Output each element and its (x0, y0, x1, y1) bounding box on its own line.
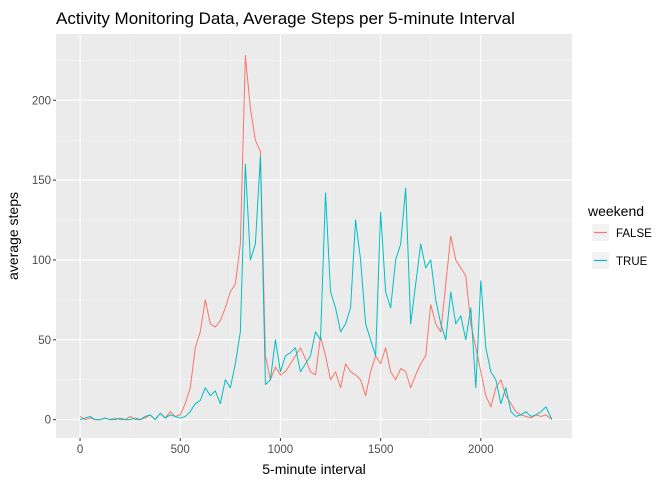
legend: weekend FALSE TRUE (587, 203, 652, 269)
x-axis: 0 500 1000 1500 2000 (77, 438, 494, 456)
y-tick-label: 100 (32, 255, 51, 267)
x-tick-label: 1000 (268, 444, 294, 456)
series-line-true (79, 155, 553, 421)
y-tick-label: 0 (45, 415, 51, 427)
y-axis-title: average steps (5, 192, 21, 280)
legend-title: weekend (587, 203, 644, 219)
grid (56, 34, 572, 438)
plot-panel (56, 34, 572, 438)
y-tick-label: 150 (32, 175, 51, 187)
y-tick-label: 50 (38, 335, 51, 347)
x-tick-label: 2000 (468, 444, 494, 456)
chart-title: Activity Monitoring Data, Average Steps … (56, 9, 515, 28)
x-tick-label: 500 (171, 444, 190, 456)
y-tick-label: 200 (32, 95, 51, 107)
series-layer (79, 55, 553, 421)
y-axis: 0 50 100 150 200 (32, 95, 56, 427)
x-tick-label: 1500 (368, 444, 394, 456)
x-axis-title: 5-minute interval (262, 461, 366, 477)
legend-label-false: FALSE (616, 228, 652, 240)
x-tick-label: 0 (77, 444, 83, 456)
legend-label-true: TRUE (616, 256, 648, 268)
